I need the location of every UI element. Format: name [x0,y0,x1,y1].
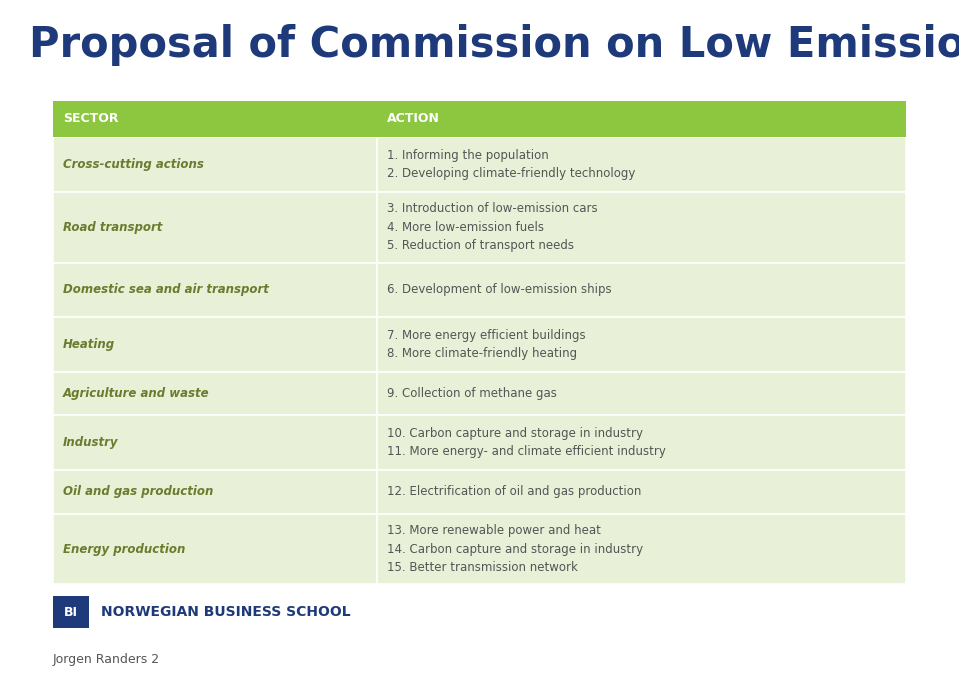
Text: Heating: Heating [63,338,115,351]
Bar [377,372,906,415]
Text: 3. Introduction of low-emission cars: 3. Introduction of low-emission cars [387,202,598,215]
Text: 7. More energy efficient buildings: 7. More energy efficient buildings [387,329,586,342]
Text: 1. Informing the population: 1. Informing the population [387,149,550,162]
Text: Road transport: Road transport [63,221,162,234]
Bar [53,317,377,372]
Text: 4. More low-emission fuels: 4. More low-emission fuels [387,221,545,234]
Bar [377,191,906,263]
Text: Agriculture and waste: Agriculture and waste [63,387,210,400]
Text: Industry: Industry [63,436,119,449]
Bar [377,263,906,317]
Text: 5. Reduction of transport needs: 5. Reduction of transport needs [387,239,574,252]
Bar [377,415,906,470]
Bar [53,514,377,584]
Text: ACTION: ACTION [387,113,440,126]
Text: 11. More energy- and climate efficient industry: 11. More energy- and climate efficient i… [387,445,667,458]
Text: BI: BI [64,606,78,619]
Text: 8. More climate-friendly heating: 8. More climate-friendly heating [387,347,577,360]
Text: 14. Carbon capture and storage in industry: 14. Carbon capture and storage in indust… [387,543,643,556]
Text: Oil and gas production: Oil and gas production [63,485,213,498]
Text: Jorgen Randers 2: Jorgen Randers 2 [53,653,160,666]
Text: 10. Carbon capture and storage in industry: 10. Carbon capture and storage in indust… [387,427,643,440]
Text: 13. More renewable power and heat: 13. More renewable power and heat [387,524,601,537]
Bar [53,101,906,137]
Text: 15. Better transmission network: 15. Better transmission network [387,561,578,574]
Text: 9. Collection of methane gas: 9. Collection of methane gas [387,387,557,400]
Bar [53,137,377,191]
Text: SECTOR: SECTOR [63,113,119,126]
Text: Energy production: Energy production [63,543,185,556]
Text: 12. Electrification of oil and gas production: 12. Electrification of oil and gas produ… [387,485,642,498]
Bar [53,372,377,415]
Bar [53,596,89,628]
Bar [53,263,377,317]
Bar [53,191,377,263]
Bar [377,470,906,514]
Text: 6. Development of low-emission ships: 6. Development of low-emission ships [387,283,612,296]
Text: Domestic sea and air transport: Domestic sea and air transport [63,283,269,296]
Text: Proposal of Commission on Low Emissions: Proposal of Commission on Low Emissions [29,23,959,66]
Text: NORWEGIAN BUSINESS SCHOOL: NORWEGIAN BUSINESS SCHOOL [101,605,350,619]
Text: 2. Developing climate-friendly technology: 2. Developing climate-friendly technolog… [387,167,636,180]
Text: Cross-cutting actions: Cross-cutting actions [63,158,204,171]
Bar [377,514,906,584]
Bar [377,317,906,372]
Bar [53,470,377,514]
Bar [377,137,906,191]
Bar [53,415,377,470]
